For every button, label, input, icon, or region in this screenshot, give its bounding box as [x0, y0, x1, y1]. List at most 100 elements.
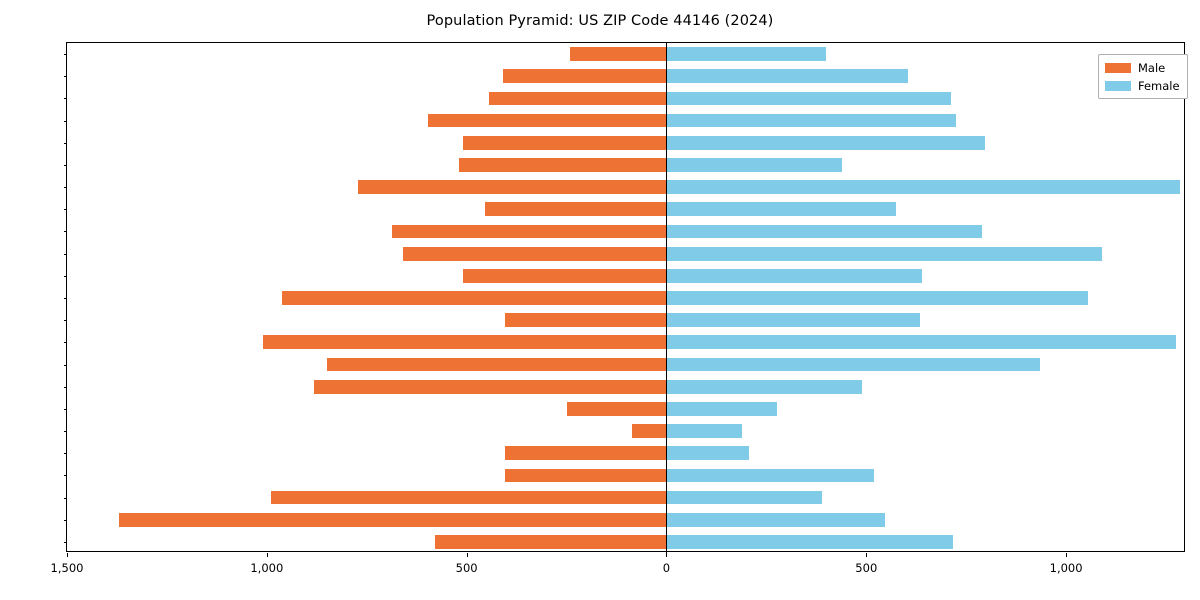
bar-female	[666, 335, 1176, 350]
bar-female	[666, 291, 1089, 305]
x-tick-mark	[466, 553, 468, 557]
bar-male	[462, 135, 667, 150]
y-tick-mark	[63, 253, 67, 255]
bar-row	[67, 202, 1184, 217]
x-tick-label: 500	[855, 561, 878, 575]
y-tick-mark	[63, 98, 67, 100]
bar-row	[67, 401, 1184, 416]
y-tick-mark	[63, 386, 67, 388]
bar-row	[67, 490, 1184, 505]
bar-female	[666, 268, 923, 283]
legend-item[interactable]: Female	[1105, 78, 1180, 93]
bar-male	[459, 158, 667, 172]
bar-row	[67, 158, 1184, 172]
y-tick-mark	[63, 408, 67, 410]
bar-row	[67, 512, 1184, 527]
bar-male	[326, 357, 667, 372]
legend-swatch-male	[1105, 62, 1131, 73]
y-tick-mark	[63, 519, 67, 521]
y-tick-mark	[63, 275, 67, 277]
bar-male	[357, 180, 667, 194]
bar-female	[666, 202, 897, 217]
bar-female	[666, 490, 823, 505]
bar-female	[666, 91, 951, 106]
bar-row	[67, 113, 1184, 128]
bar-female	[666, 224, 983, 239]
legend-label: Female	[1138, 78, 1180, 93]
bar-female	[666, 379, 863, 394]
x-tick-label: 1,500	[50, 561, 84, 575]
bar-female	[666, 180, 1180, 194]
bar-female	[666, 424, 743, 438]
bar-female	[666, 313, 921, 328]
y-tick-mark	[63, 209, 67, 211]
y-tick-mark	[63, 364, 67, 366]
bar-male	[502, 69, 667, 84]
bar-row	[67, 446, 1184, 461]
bar-male	[313, 379, 667, 394]
bar-male	[118, 512, 667, 527]
bar-female	[666, 512, 886, 527]
y-tick-mark	[63, 54, 67, 56]
y-tick-mark	[63, 453, 67, 455]
bar-row	[67, 357, 1184, 372]
bar-row	[67, 291, 1184, 305]
bar-male	[463, 268, 667, 283]
bar-male	[391, 224, 667, 239]
bar-female	[666, 357, 1041, 372]
y-tick-mark	[63, 187, 67, 189]
plot-area: 85+80-8475-7970-7467-6965-6662-6460-6155…	[51, 42, 1185, 575]
y-tick-mark	[63, 541, 67, 543]
x-tick-mark	[866, 553, 868, 557]
y-tick-mark	[63, 431, 67, 433]
bar-row	[67, 313, 1184, 328]
y-tick-mark	[63, 320, 67, 322]
y-tick-mark	[63, 475, 67, 477]
bar-female	[666, 446, 750, 461]
y-tick-mark	[63, 342, 67, 344]
bar-male	[489, 91, 667, 106]
legend-item[interactable]: Male	[1105, 60, 1180, 75]
bar-female	[666, 246, 1103, 261]
bar-row	[67, 91, 1184, 106]
legend-label: Male	[1138, 60, 1166, 75]
x-tick-mark	[67, 553, 68, 557]
bar-female	[666, 135, 985, 150]
x-tick-label: 0	[662, 561, 671, 575]
x-tick-mark	[266, 553, 268, 557]
y-tick-mark	[63, 231, 67, 233]
bar-female	[666, 69, 909, 84]
bar-female	[666, 468, 875, 483]
bar-female	[666, 158, 843, 172]
bar-row	[67, 135, 1184, 150]
bar-row	[67, 180, 1184, 194]
y-tick-mark	[63, 142, 67, 144]
zero-axis-line	[666, 43, 668, 553]
y-tick-mark	[63, 298, 67, 299]
x-tick-label: 1,000	[1049, 561, 1083, 575]
bar-row	[67, 246, 1184, 261]
bar-row	[67, 69, 1184, 84]
chart-title: Population Pyramid: US ZIP Code 44146 (2…	[426, 13, 774, 29]
x-tick-mark	[666, 553, 668, 557]
bar-male	[505, 313, 667, 328]
bar-male	[402, 246, 667, 261]
bar-row	[67, 424, 1184, 438]
x-tick-label: 500	[455, 561, 478, 575]
bar-male	[485, 202, 667, 217]
y-tick-mark	[63, 497, 67, 499]
bar-male	[504, 446, 667, 461]
bar-male	[569, 47, 667, 61]
bar-male	[270, 490, 667, 505]
y-tick-mark	[63, 76, 67, 78]
bar-row	[67, 47, 1184, 61]
x-tick-mark	[1066, 553, 1068, 557]
legend-swatch-female	[1105, 80, 1131, 91]
y-tick-mark	[63, 120, 67, 122]
bar-row	[67, 224, 1184, 239]
bar-row	[67, 268, 1184, 283]
y-tick-mark	[63, 164, 67, 166]
bar-male	[434, 535, 667, 549]
chart-legend: Male Female	[1098, 54, 1188, 99]
x-tick-label: 1,000	[250, 561, 284, 575]
